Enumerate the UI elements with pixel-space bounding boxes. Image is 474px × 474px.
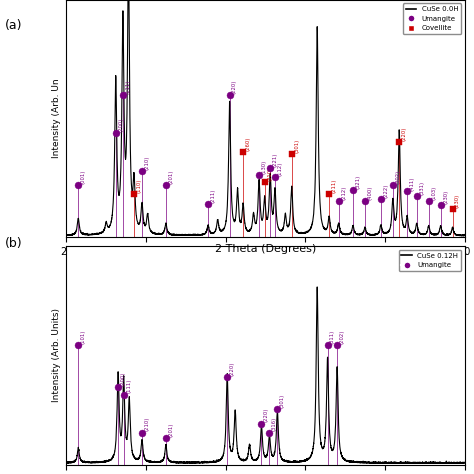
- Text: (110): (110): [137, 179, 141, 193]
- Text: (400): (400): [367, 186, 373, 200]
- Text: (111): (111): [126, 379, 131, 393]
- Text: (210): (210): [145, 155, 149, 170]
- Text: (301): (301): [280, 393, 285, 408]
- Y-axis label: Intensity (Arb. Un: Intensity (Arb. Un: [52, 79, 61, 158]
- Text: (201): (201): [168, 170, 173, 184]
- Text: (201): (201): [168, 422, 173, 437]
- Text: (130): (130): [262, 160, 266, 174]
- Text: (b): (b): [5, 237, 22, 250]
- Text: (230): (230): [455, 193, 460, 208]
- Y-axis label: Intensity (Arb. Units): Intensity (Arb. Units): [52, 309, 61, 402]
- Text: (411): (411): [410, 176, 415, 191]
- Text: (220): (220): [264, 408, 269, 422]
- Text: 2 Theta (Degrees): 2 Theta (Degrees): [215, 244, 316, 254]
- Text: (321): (321): [356, 174, 360, 189]
- Text: (221): (221): [273, 153, 278, 167]
- Text: (200): (200): [118, 118, 123, 132]
- Legend: CuSe 0.12H, Umangite: CuSe 0.12H, Umangite: [399, 250, 461, 271]
- Text: (311): (311): [330, 329, 335, 344]
- Text: (302): (302): [395, 170, 400, 184]
- Text: (211): (211): [210, 189, 216, 203]
- Text: (210): (210): [145, 417, 149, 431]
- Text: (222): (222): [383, 184, 388, 198]
- Text: (301): (301): [294, 138, 299, 153]
- Text: (112): (112): [277, 162, 283, 176]
- Text: (001): (001): [81, 170, 86, 184]
- Legend: CuSe 0.0H, Umangite, Covellite: CuSe 0.0H, Umangite, Covellite: [403, 3, 461, 34]
- Text: (202): (202): [339, 329, 345, 344]
- Text: (331): (331): [419, 181, 424, 195]
- Text: (310): (310): [267, 167, 272, 181]
- Text: (316): (316): [272, 417, 277, 431]
- Text: (103): (103): [431, 186, 436, 200]
- X-axis label: 2 Theta (Degrees): 2 Theta (Degrees): [215, 262, 316, 272]
- Text: (a): (a): [5, 19, 22, 32]
- Text: (220): (220): [232, 80, 237, 94]
- Text: (111): (111): [125, 80, 130, 94]
- Text: (230): (230): [443, 190, 448, 204]
- Text: (220): (220): [401, 127, 407, 141]
- Text: (211): (211): [331, 179, 337, 193]
- Text: (220): (220): [229, 362, 235, 376]
- Text: (212): (212): [341, 186, 346, 200]
- Text: (260): (260): [246, 137, 251, 151]
- Text: (200): (200): [120, 372, 126, 386]
- Text: (101): (101): [81, 329, 86, 344]
